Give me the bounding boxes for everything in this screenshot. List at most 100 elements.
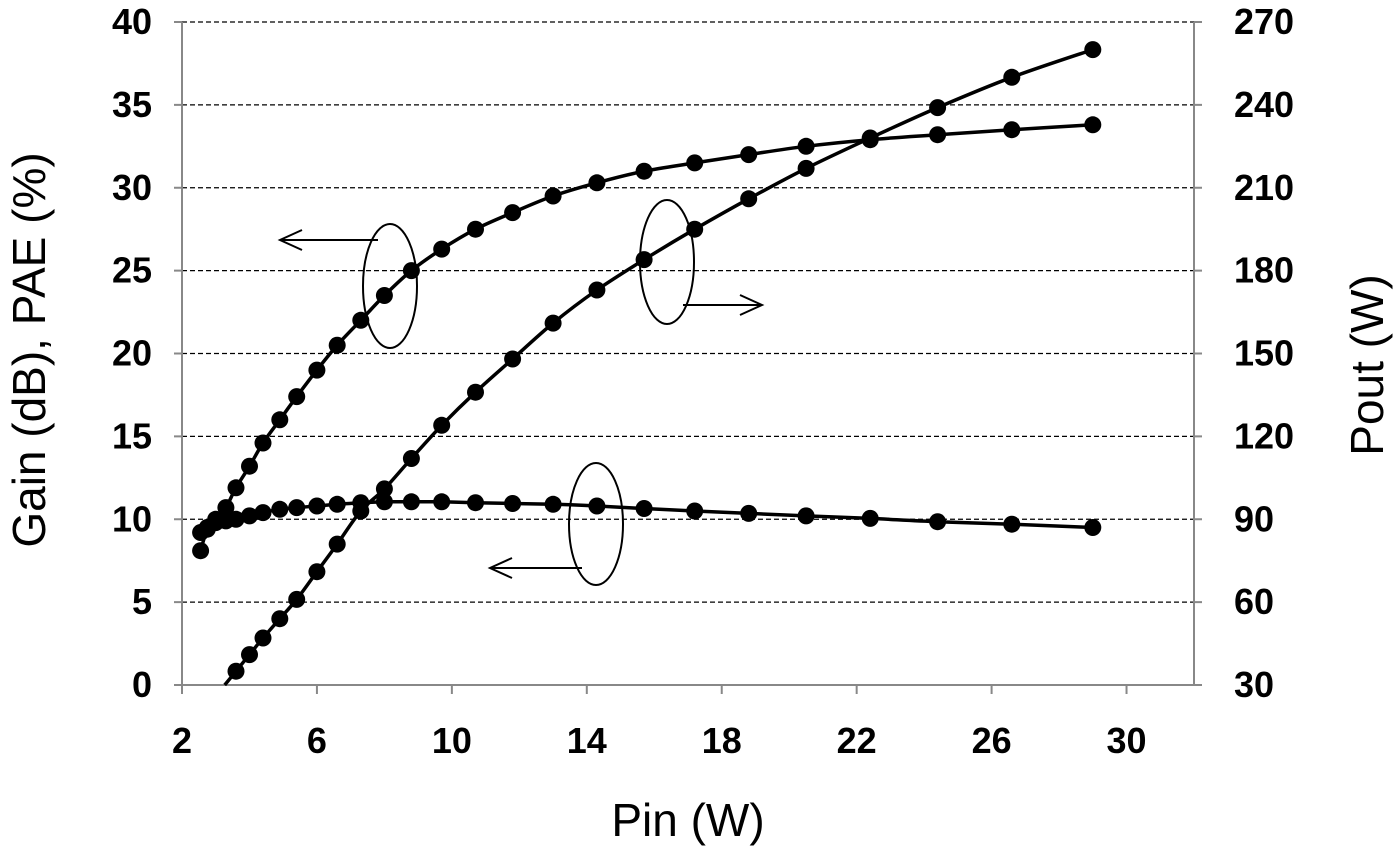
tick-labels: 0510152025303540306090120150180210240270… (112, 1, 1294, 761)
series-line (223, 47, 1094, 687)
data-point (254, 434, 272, 452)
data-point (1003, 68, 1021, 86)
data-point (308, 497, 326, 515)
data-point (328, 495, 346, 513)
pae-annotation-arrow-head (277, 229, 303, 251)
x-tick-label: 22 (837, 720, 877, 761)
y2-tick-label: 210 (1234, 167, 1294, 208)
series (192, 41, 1102, 687)
data-point (402, 450, 420, 467)
gridlines (182, 21, 1194, 603)
x-tick-label: 10 (432, 720, 472, 761)
y2-tick-label: 60 (1234, 581, 1274, 622)
series-1 (192, 493, 1102, 541)
data-point (271, 411, 289, 429)
x-tick-label: 18 (702, 720, 742, 761)
y2-axis-title: Pout (W) (1341, 274, 1393, 455)
data-point (588, 174, 606, 192)
data-point (1084, 116, 1102, 134)
data-point (588, 497, 606, 515)
data-point (328, 535, 346, 553)
data-point (375, 287, 393, 304)
series-0 (192, 116, 1102, 560)
data-point (433, 240, 451, 258)
data-point (929, 99, 947, 117)
data-point (544, 314, 562, 332)
y2-tick-label: 270 (1234, 1, 1294, 42)
data-point (740, 190, 758, 208)
data-point (241, 646, 258, 664)
x-tick-label: 2 (172, 720, 192, 761)
data-point (288, 388, 306, 406)
data-point (797, 507, 815, 525)
data-point (504, 350, 522, 368)
data-point (375, 493, 393, 511)
data-point (192, 542, 210, 560)
data-point (1003, 515, 1021, 533)
y-tick-label: 0 (132, 664, 152, 705)
data-point (544, 187, 562, 205)
y2-tick-label: 90 (1234, 498, 1274, 539)
y2-tick-label: 150 (1234, 333, 1294, 374)
data-point (1003, 121, 1021, 139)
data-point (217, 499, 235, 517)
data-point (635, 500, 653, 517)
data-point (352, 311, 370, 329)
data-point (433, 416, 451, 434)
data-point (308, 563, 326, 581)
x-tick-label: 30 (1107, 720, 1147, 761)
data-point (929, 513, 947, 531)
data-point (740, 504, 758, 522)
data-point (227, 510, 245, 528)
series-2 (223, 41, 1102, 687)
y2-tick-label: 30 (1234, 664, 1274, 705)
data-point (467, 494, 484, 512)
data-point (504, 204, 522, 222)
x-tick-label: 26 (972, 720, 1012, 761)
y-tick-label: 15 (112, 415, 152, 456)
data-point (241, 457, 258, 475)
data-point (308, 361, 326, 379)
y-tick-label: 40 (112, 1, 152, 42)
gain-annotation-arrow-head (487, 557, 513, 579)
y-tick-label: 5 (132, 581, 152, 622)
pout-annotation-arrow-head (739, 294, 765, 316)
y-tick-label: 20 (112, 333, 152, 374)
x-tick-label: 6 (307, 720, 327, 761)
data-point (352, 502, 370, 520)
y2-tick-label: 240 (1234, 84, 1294, 125)
data-point (402, 493, 420, 511)
y2-tick-label: 180 (1234, 250, 1294, 291)
y-tick-label: 10 (112, 498, 152, 539)
pae-annotation-ellipse (362, 223, 418, 349)
data-point (375, 480, 393, 498)
annotations (277, 199, 765, 586)
data-point (740, 146, 758, 164)
data-point (686, 502, 704, 520)
data-point (254, 504, 272, 522)
data-point (797, 159, 815, 177)
data-point (686, 154, 704, 172)
data-point (861, 129, 879, 147)
data-point (544, 495, 562, 513)
x-axis-title: Pin (W) (611, 794, 764, 846)
gain-annotation-ellipse (568, 462, 624, 586)
data-point (467, 383, 484, 401)
data-point (797, 137, 815, 155)
data-point (433, 493, 451, 511)
y-tick-label: 30 (112, 167, 152, 208)
data-point (929, 126, 947, 144)
data-point (241, 507, 258, 525)
data-point (271, 500, 289, 518)
y-tick-label: 25 (112, 250, 152, 291)
data-point (635, 251, 653, 269)
data-point (328, 336, 346, 354)
data-point (467, 220, 484, 238)
tick-marks (174, 21, 1202, 694)
data-point (504, 495, 522, 512)
pout-annotation-ellipse (639, 199, 695, 325)
data-point (861, 509, 879, 527)
data-point (288, 590, 306, 608)
data-point (1084, 41, 1102, 59)
